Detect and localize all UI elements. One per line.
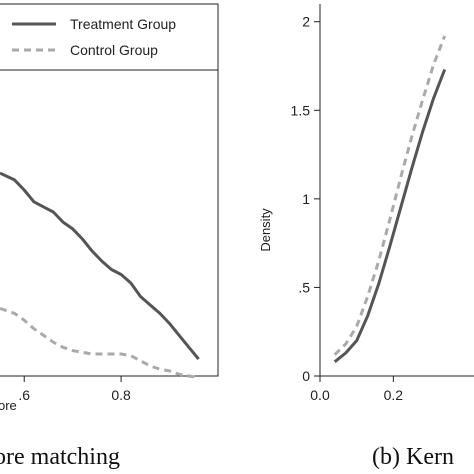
panel-b-y-tick-label: 1 [302, 191, 310, 207]
panel-a-series-treatment-line [0, 171, 200, 361]
panel-b-y-tick-label: .5 [298, 279, 310, 295]
panel-a: .6 0.8 ore ore matching Treatment Group C… [0, 3, 219, 470]
panel-b-x-tick-label: 0.0 [310, 387, 330, 403]
panel-b-series-control-line [333, 35, 447, 356]
panel-a-x-tick-label: 0.8 [111, 387, 131, 403]
panel-b-caption: (b) Kern [372, 444, 454, 470]
panel-b-series-treatment-line [333, 68, 447, 363]
panel-a-x-tick-label: .6 [18, 387, 30, 403]
panel-b: 0.0 0.2 0 .5 1 1.5 2 Density (b) Kern [258, 4, 474, 470]
legend: Treatment Group Control Group [0, 3, 219, 71]
panel-b-x-tick-label: 0.2 [384, 387, 404, 403]
panel-a-series-control-line [0, 306, 199, 380]
legend-control-label: Control Group [70, 42, 158, 58]
panel-b-y-tick-label: 1.5 [291, 102, 311, 118]
panel-b-y-axis-label: Density [258, 208, 273, 252]
panel-a-caption: ore matching [0, 444, 120, 470]
legend-treatment-label: Treatment Group [70, 16, 176, 32]
panel-b-y-tick-label: 0 [302, 368, 310, 384]
legend-box [0, 3, 219, 71]
panel-a-x-axis-label: ore [0, 398, 17, 413]
panel-b-y-tick-label: 2 [302, 14, 310, 30]
